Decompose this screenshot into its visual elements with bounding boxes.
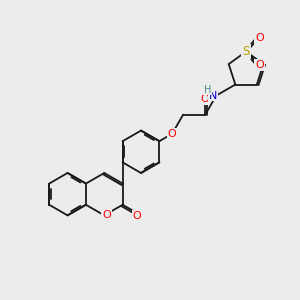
Text: N: N bbox=[208, 91, 217, 100]
Text: H: H bbox=[204, 85, 211, 95]
Text: O: O bbox=[168, 129, 176, 139]
Text: O: O bbox=[201, 94, 210, 104]
Text: O: O bbox=[255, 60, 264, 70]
Text: O: O bbox=[102, 210, 111, 220]
Text: S: S bbox=[242, 45, 250, 58]
Text: O: O bbox=[133, 211, 141, 221]
Text: O: O bbox=[255, 33, 264, 43]
